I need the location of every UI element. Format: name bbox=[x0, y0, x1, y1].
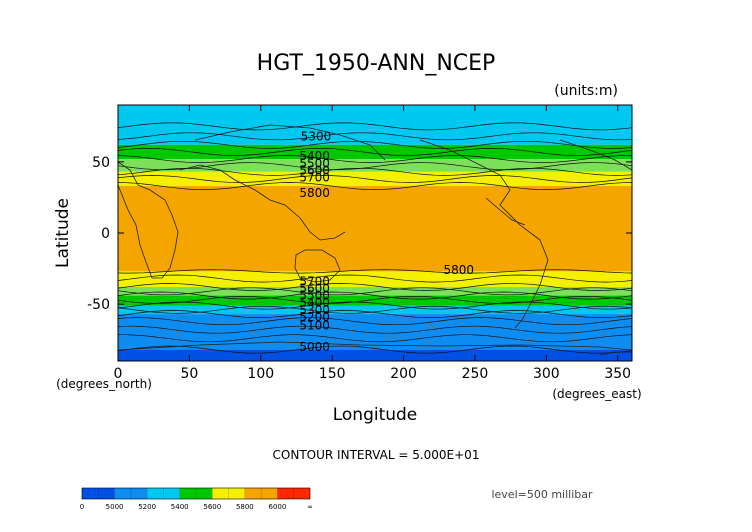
contour-line-18 bbox=[117, 295, 633, 304]
contour-line-22 bbox=[118, 334, 633, 343]
plot-area: 5300540055005600570058005800570056005500… bbox=[117, 104, 633, 362]
contour-line-20 bbox=[117, 317, 633, 326]
contour-line-4 bbox=[117, 182, 633, 190]
coastlines bbox=[117, 124, 633, 356]
contour-line-3 bbox=[117, 167, 633, 176]
x-tick-label-4: 200 bbox=[390, 366, 417, 382]
units-label: (units:m) bbox=[554, 83, 618, 99]
color-band-8 bbox=[118, 305, 632, 315]
contour-label-3: 5600 bbox=[299, 163, 330, 177]
color-band-4 bbox=[118, 186, 632, 272]
colorbar-frame bbox=[81, 487, 311, 500]
contour-label-5: 5800 bbox=[299, 186, 330, 200]
contour-lines bbox=[117, 122, 633, 354]
contour-label-1: 5400 bbox=[299, 149, 330, 163]
x-tick-label-1: 50 bbox=[180, 366, 198, 382]
contour-label-7: 5700 bbox=[299, 274, 330, 288]
contour-label-11: 5300 bbox=[299, 303, 330, 317]
chart-title: HGT_1950-ANN_NCEP bbox=[257, 51, 496, 76]
contour-labels: 5300540055005600570058005800570056005500… bbox=[299, 129, 474, 353]
x-unit-label: (degrees_east) bbox=[552, 387, 641, 401]
contour-label-4: 5700 bbox=[299, 171, 330, 185]
contour-line-13 bbox=[117, 148, 633, 156]
contour-line-15 bbox=[117, 175, 633, 183]
y-tick-label-2: 50 bbox=[92, 155, 110, 171]
y-unit-label: (degrees_north) bbox=[56, 377, 152, 391]
colorbar-label-5: 5800 bbox=[236, 503, 254, 511]
contour-label-13: 5100 bbox=[299, 318, 330, 332]
contour-label-14: 5000 bbox=[299, 340, 330, 354]
colorbar-label-1: 5000 bbox=[106, 503, 124, 511]
contour-line-8 bbox=[117, 301, 633, 310]
colorbar-segment-0 bbox=[82, 488, 115, 499]
x-axis-label: Longitude bbox=[333, 405, 418, 425]
color-band-10 bbox=[118, 349, 632, 361]
x-axis-ticks: 0 50 100 150 200 250 300 350 bbox=[114, 105, 631, 382]
contour-line-5 bbox=[117, 269, 633, 274]
x-tick-label-3: 150 bbox=[319, 366, 346, 382]
y-tick-label-0: -50 bbox=[87, 297, 110, 313]
contour-line-16 bbox=[117, 274, 633, 283]
contour-label-2: 5500 bbox=[299, 156, 330, 170]
x-tick-label-5: 250 bbox=[462, 366, 489, 382]
colorbar-label-6: 6000 bbox=[269, 503, 287, 511]
colorbar-segment-6 bbox=[277, 488, 310, 499]
contour-label-9: 5500 bbox=[299, 289, 330, 303]
level-text: level=500 millibar bbox=[491, 488, 593, 501]
contour-line-12 bbox=[117, 132, 633, 141]
contour-line-19 bbox=[117, 305, 633, 314]
color-band-1 bbox=[118, 144, 632, 160]
contour-label-6: 5800 bbox=[444, 263, 475, 277]
contour-line-2 bbox=[117, 155, 632, 163]
colorbar-label-4: 5600 bbox=[203, 503, 221, 511]
contour-line-10 bbox=[117, 345, 633, 354]
contour-line-6 bbox=[117, 283, 633, 291]
contour-line-7 bbox=[117, 291, 633, 300]
colorbar-segment-2 bbox=[147, 488, 180, 499]
contour-line-1 bbox=[117, 140, 633, 149]
color-band-2 bbox=[118, 159, 632, 172]
colorbar-label-7: ∞ bbox=[307, 503, 313, 511]
colorbar-segment-5 bbox=[244, 488, 278, 499]
y-axis-label: Latitude bbox=[53, 198, 73, 268]
x-tick-label-2: 100 bbox=[247, 366, 274, 382]
color-band-9 bbox=[118, 314, 632, 350]
contour-label-10: 5400 bbox=[299, 296, 330, 310]
x-tick-label-6: 300 bbox=[533, 366, 560, 382]
contour-line-17 bbox=[117, 287, 633, 296]
contour-line-14 bbox=[117, 162, 633, 171]
contour-line-21 bbox=[117, 325, 633, 334]
color-bands bbox=[118, 105, 632, 361]
y-tick-label-1: 0 bbox=[101, 226, 110, 242]
contour-label-12: 5200 bbox=[299, 310, 330, 324]
contour-label-0: 5300 bbox=[301, 129, 332, 143]
colorbar-segment-3 bbox=[179, 488, 213, 499]
colorbar-label-2: 5200 bbox=[138, 503, 156, 511]
colorbar: 0 5000 5200 5400 5600 5800 6000 ∞ bbox=[80, 487, 313, 511]
x-tick-label-7: 350 bbox=[604, 366, 631, 382]
x-tick-label-0: 0 bbox=[114, 366, 123, 382]
contour-line-9 bbox=[117, 310, 633, 318]
contour-interval-text: CONTOUR INTERVAL = 5.000E+01 bbox=[273, 448, 480, 462]
y-axis-ticks: -50 0 50 bbox=[87, 155, 632, 313]
contour-line-11 bbox=[117, 122, 633, 131]
color-band-7 bbox=[118, 295, 632, 306]
color-band-6 bbox=[118, 287, 632, 296]
colorbar-segment-4 bbox=[212, 488, 245, 499]
colorbar-label-0: 0 bbox=[80, 503, 84, 511]
contour-label-8: 5600 bbox=[299, 281, 330, 295]
colorbar-label-3: 5400 bbox=[171, 503, 189, 511]
colorbar-segment-1 bbox=[114, 488, 148, 499]
